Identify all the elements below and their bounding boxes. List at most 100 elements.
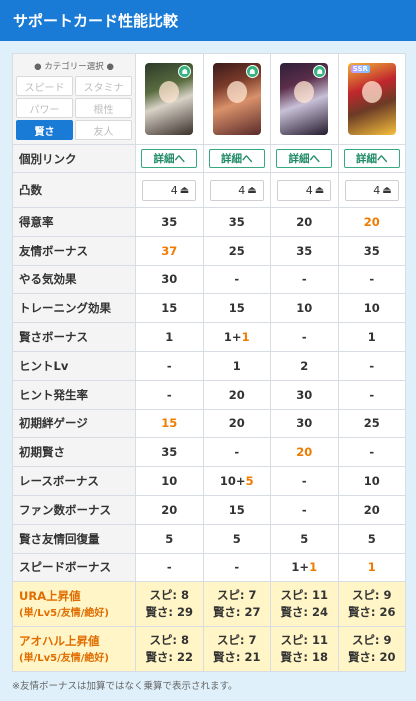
stat-cell: -: [337, 379, 406, 410]
detail-link-button[interactable]: 詳細へ: [141, 149, 198, 168]
card-slot-3[interactable]: ☗: [270, 53, 339, 145]
row-label: 初期絆ゲージ: [12, 408, 136, 439]
stat-bonus-value: 5: [245, 474, 254, 489]
stat-value: 35: [296, 243, 313, 258]
stat-cell: 1+1: [202, 322, 271, 352]
uncap-icon: ⏏: [247, 184, 257, 196]
stat-row: ヒントLv - 1 2 -: [12, 350, 406, 381]
gain-value: 賢さ: 27: [212, 605, 261, 620]
stat-value: 5: [232, 531, 241, 546]
stat-value: 10: [161, 474, 178, 489]
stat-value: 20: [228, 416, 245, 431]
stat-value: -: [166, 358, 172, 373]
uncap-icon: ⏏: [314, 184, 325, 196]
ssr-rarity-icon: SSR: [350, 65, 370, 73]
stat-cell: 15: [202, 494, 271, 525]
stat-cell: -: [337, 437, 406, 468]
detail-link-button[interactable]: 詳細へ: [276, 149, 333, 168]
category-filter-button[interactable]: 根性: [75, 98, 132, 118]
stat-row: 賢さ友情回復量 5 5 5 5: [12, 523, 406, 554]
stat-value: -: [234, 560, 240, 575]
category-filter-button[interactable]: パワー: [16, 98, 73, 118]
wisdom-type-icon: ☗: [245, 65, 259, 78]
stat-value: -: [166, 560, 172, 575]
stat-bonus-value: 1: [241, 330, 250, 345]
stat-cell: 1+1: [270, 552, 339, 583]
category-filter-button[interactable]: スピード: [16, 76, 73, 96]
support-card-image[interactable]: SSR: [347, 63, 396, 135]
stat-cell: 5: [135, 523, 204, 554]
card-slot-2[interactable]: ☗: [202, 53, 271, 145]
stat-value: 1+: [223, 330, 242, 345]
category-filter: ● カテゴリー選択 ● スピード スタミナ パワー 根性 賢さ 友人: [12, 53, 136, 145]
card-slot-1[interactable]: ☗: [135, 53, 204, 145]
row-label-main: アオハル上昇値: [19, 633, 100, 648]
category-filter-button[interactable]: スタミナ: [75, 76, 132, 96]
support-card-image[interactable]: ☗: [212, 63, 261, 135]
stat-cell: 1: [135, 322, 204, 352]
stat-value: 25: [228, 243, 245, 258]
row-label: 賢さボーナス: [12, 322, 136, 352]
stat-value: 20: [161, 502, 178, 517]
gain-value: スピ: 11: [280, 632, 329, 647]
category-filter-button[interactable]: 賢さ: [16, 120, 73, 140]
stat-value: 30: [161, 272, 178, 287]
gain-cell: スピ: 7 賢さ: 21: [202, 626, 271, 673]
category-filter-button[interactable]: 友人: [75, 120, 132, 140]
stat-row: レースボーナス 10 10+5 - 10: [12, 466, 406, 496]
limit-break-select[interactable]: 4 ⏏: [344, 179, 399, 201]
stat-cell: 1: [337, 552, 406, 583]
limit-break-value: 4: [170, 183, 178, 197]
links-row: 個別リンク 詳細へ 詳細へ 詳細へ 詳細へ: [12, 144, 406, 173]
stat-cell: -: [202, 264, 271, 295]
row-label-sub: (単/Lv5/友情/絶好): [19, 607, 109, 619]
limit-break-row: 凸数 4 ⏏ 4 ⏏ 4 ⏏ 4 ⏏: [12, 172, 406, 208]
stat-value: 1: [367, 560, 376, 575]
stat-value: 20: [363, 214, 380, 229]
stat-value: 30: [296, 416, 313, 431]
row-label: レースボーナス: [12, 466, 136, 496]
gain-value: スピ: 9: [351, 587, 392, 602]
stat-cell: 20: [270, 437, 339, 468]
gain-value: スピ: 7: [216, 632, 257, 647]
stat-value: 10: [363, 301, 380, 316]
limit-break-select[interactable]: 4 ⏏: [277, 179, 332, 201]
stat-cell: 1: [337, 322, 406, 352]
row-label: やる気効果: [12, 264, 136, 295]
stat-value: 5: [300, 531, 309, 546]
stat-value: 1: [165, 330, 174, 345]
limit-break-select[interactable]: 4 ⏏: [209, 179, 264, 201]
stat-cell: 30: [135, 264, 204, 295]
detail-link-button[interactable]: 詳細へ: [208, 149, 265, 168]
stat-cell: 15: [135, 408, 204, 439]
detail-link-button[interactable]: 詳細へ: [343, 149, 400, 168]
stat-cell: 5: [202, 523, 271, 554]
stat-value: 15: [228, 301, 245, 316]
stat-cell: -: [337, 264, 406, 295]
stat-cell: -: [270, 322, 339, 352]
stat-cell: 20: [337, 207, 406, 237]
stat-cell: 37: [135, 235, 204, 266]
stat-value: 20: [363, 502, 380, 517]
stat-bonus-value: 1: [309, 560, 318, 575]
support-card-image[interactable]: ☗: [280, 63, 329, 135]
stat-row: トレーニング効果 15 15 10 10: [12, 293, 406, 324]
row-label: アオハル上昇値 (単/Lv5/友情/絶好): [12, 626, 136, 673]
uncap-icon: ⏏: [382, 184, 392, 196]
row-label: スピードボーナス: [12, 552, 136, 583]
limit-break-value: 4: [238, 183, 246, 197]
stat-value: 15: [161, 416, 178, 431]
stat-cell: 2: [270, 350, 339, 381]
stat-cell: -: [135, 350, 204, 381]
support-card-image[interactable]: ☗: [145, 63, 194, 135]
stat-cell: 25: [202, 235, 271, 266]
stat-value: 20: [296, 445, 313, 460]
card-slot-4[interactable]: SSR: [337, 53, 406, 145]
stat-cell: 10: [135, 466, 204, 496]
stat-value: 2: [300, 358, 309, 373]
stat-cell: 15: [202, 293, 271, 324]
stat-value: 1+: [291, 560, 310, 575]
gain-value: スピ: 11: [280, 587, 329, 602]
stat-cell: 10: [337, 293, 406, 324]
limit-break-select[interactable]: 4 ⏏: [142, 179, 197, 201]
